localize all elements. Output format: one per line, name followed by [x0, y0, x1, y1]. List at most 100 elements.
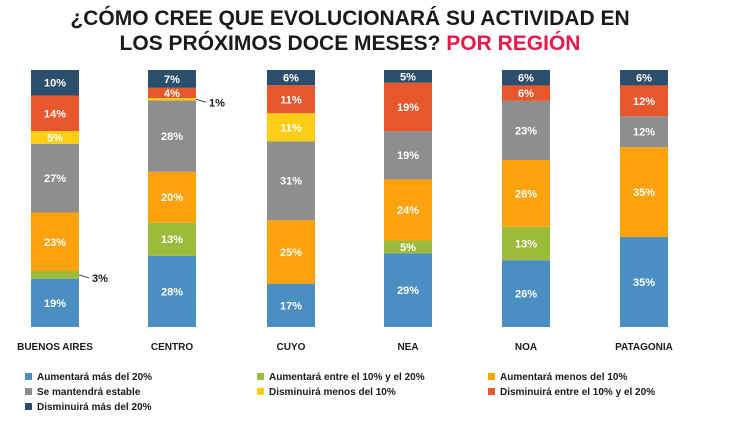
label-centro-disminuira-menos-del-10pct: 1%: [209, 97, 225, 109]
label-cuyo-se-mantendra-estable: 31%: [280, 176, 302, 188]
bar-patagonia-disminuira-mas-del-20pct: [620, 70, 668, 86]
bar-buenos-aires-aumentara-entre-el-10pct-y-el-20pct: [31, 271, 79, 279]
legend-item-disminuira-entre-el-10pct-y-el-20pct: Disminuirá entre el 10% y el 20%: [488, 387, 655, 399]
legend-label: Se mantendrá estable: [37, 387, 141, 398]
category-labels-group: BUENOS AIRES CENTRO CUYO NEA NOA PATAGONIA: [17, 342, 673, 353]
bar-centro-disminuira-mas-del-20pct: [148, 70, 196, 88]
bar-nea-aumentara-mas-del-20pct: [384, 253, 432, 327]
bar-noa-aumentara-mas-del-20pct: [502, 260, 550, 327]
legend-label: Aumentará menos del 10%: [500, 372, 628, 383]
category-label-patagonia: PATAGONIA: [615, 342, 673, 353]
label-centro-aumentara-entre-el-10pct-y-el-20pct: 13%: [161, 234, 183, 246]
bar-noa-aumentara-menos-del-10pct: [502, 159, 550, 227]
label-patagonia-disminuira-entre-el-10pct-y-el-20pct: 12%: [633, 96, 655, 108]
bar-centro-aumentara-mas-del-20pct: [148, 255, 196, 327]
label-patagonia-se-mantendra-estable: 12%: [633, 127, 655, 139]
label-centro-aumentara-menos-del-10pct: 20%: [161, 192, 183, 204]
label-centro-disminuira-entre-el-10pct-y-el-20pct: 4%: [164, 88, 180, 100]
label-cuyo-disminuira-menos-del-10pct: 11%: [280, 122, 302, 134]
bar-patagonia-aumentara-menos-del-10pct: [620, 147, 668, 238]
legend-swatch: [488, 372, 495, 380]
category-label-buenos-aires: BUENOS AIRES: [17, 342, 93, 353]
bar-cuyo-disminuira-entre-el-10pct-y-el-20pct: [267, 85, 315, 114]
legend-label: Disminuirá entre el 10% y el 20%: [500, 387, 656, 398]
category-label-nea: NEA: [397, 342, 418, 353]
bar-noa-disminuira-entre-el-10pct-y-el-20pct: [502, 85, 550, 101]
bar-buenos-aires-disminuira-entre-el-10pct-y-el-20pct: [31, 95, 79, 132]
label-centro-se-mantendra-estable: 28%: [161, 131, 183, 143]
label-cuyo-disminuira-entre-el-10pct-y-el-20pct: 11%: [280, 94, 302, 106]
label-centro-disminuira-mas-del-20pct: 7%: [164, 74, 180, 86]
bar-cuyo-disminuira-menos-del-10pct: [267, 113, 315, 142]
label-noa-disminuira-entre-el-10pct-y-el-20pct: 6%: [518, 88, 534, 100]
bar-patagonia-se-mantendra-estable: [620, 116, 668, 148]
legend-swatch: [25, 372, 32, 380]
legend-swatch: [25, 387, 32, 395]
label-nea-se-mantendra-estable: 19%: [397, 150, 419, 162]
label-patagonia-aumentara-mas-del-20pct: 35%: [633, 277, 655, 289]
bar-noa-disminuira-mas-del-20pct: [502, 70, 550, 86]
bar-buenos-aires-disminuira-mas-del-20pct: [31, 70, 79, 96]
label-buenos-aires-disminuira-menos-del-10pct: 5%: [47, 132, 63, 144]
bar-nea-aumentara-entre-el-10pct-y-el-20pct: [384, 240, 432, 254]
label-patagonia-disminuira-mas-del-20pct: 6%: [636, 73, 652, 85]
bar-patagonia-disminuira-entre-el-10pct-y-el-20pct: [620, 85, 668, 117]
legend-item-aumentara-entre-el-10pct-y-el-20pct: Aumentará entre el 10% y el 20%: [257, 372, 425, 384]
legend-swatch: [257, 387, 264, 395]
bar-buenos-aires-aumentara-mas-del-20pct: [31, 278, 79, 327]
label-buenos-aires-aumentara-mas-del-20pct: 19%: [44, 298, 66, 310]
bar-centro-disminuira-menos-del-10pct: [148, 97, 196, 101]
bar-cuyo-se-mantendra-estable: [267, 141, 315, 221]
label-noa-se-mantendra-estable: 23%: [515, 125, 537, 137]
label-nea-disminuira-mas-del-20pct: 5%: [400, 71, 416, 83]
bar-nea-disminuira-mas-del-20pct: [384, 70, 432, 83]
label-nea-aumentara-mas-del-20pct: 29%: [397, 285, 419, 297]
label-buenos-aires-se-mantendra-estable: 27%: [44, 173, 66, 185]
label-patagonia-aumentara-menos-del-10pct: 35%: [633, 187, 655, 199]
legend-label: Aumentará entre el 10% y el 20%: [269, 372, 425, 383]
label-noa-aumentara-entre-el-10pct-y-el-20pct: 13%: [515, 238, 537, 250]
label-buenos-aires-aumentara-menos-del-10pct: 23%: [44, 237, 66, 249]
bar-nea-disminuira-entre-el-10pct-y-el-20pct: [384, 82, 432, 132]
label-noa-aumentara-menos-del-10pct: 26%: [515, 188, 537, 200]
label-buenos-aires-aumentara-entre-el-10pct-y-el-20pct: 3%: [92, 273, 108, 285]
category-label-centro: CENTRO: [151, 342, 193, 353]
label-cuyo-aumentara-menos-del-10pct: 25%: [280, 247, 302, 259]
label-nea-disminuira-entre-el-10pct-y-el-20pct: 19%: [397, 102, 419, 114]
bar-noa-se-mantendra-estable: [502, 100, 550, 160]
label-buenos-aires-disminuira-entre-el-10pct-y-el-20pct: 14%: [44, 108, 66, 120]
chart-title: ¿CÓMO CREE QUE EVOLUCIONARÁ SU ACTIVIDAD…: [0, 6, 700, 56]
bar-centro-disminuira-entre-el-10pct-y-el-20pct: [148, 87, 196, 98]
bar-centro-se-mantendra-estable: [148, 100, 196, 172]
bar-cuyo-aumentara-menos-del-10pct: [267, 220, 315, 284]
title-line-2: LOS PRÓXIMOS DOCE MESES? POR REGIÓN: [0, 31, 700, 56]
bar-nea-se-mantendra-estable: [384, 131, 432, 180]
bar-noa-aumentara-entre-el-10pct-y-el-20pct: [502, 226, 550, 261]
label-centro-aumentara-mas-del-20pct: 28%: [161, 286, 183, 298]
bar-buenos-aires-aumentara-menos-del-10pct: [31, 212, 79, 272]
title-line-2-accent: POR REGIÓN: [446, 32, 581, 55]
category-label-cuyo: CUYO: [277, 342, 306, 353]
label-noa-aumentara-mas-del-20pct: 26%: [515, 289, 537, 301]
bar-buenos-aires-disminuira-menos-del-10pct: [31, 131, 79, 144]
bar-cuyo-aumentara-mas-del-20pct: [267, 283, 315, 327]
title-line-2-main: LOS PRÓXIMOS DOCE MESES?: [119, 32, 441, 55]
bar-centro-aumentara-menos-del-10pct: [148, 171, 196, 223]
legend-swatch: [25, 402, 32, 410]
legend-item-disminuira-menos-del-10pct: Disminuirá menos del 10%: [257, 387, 396, 399]
legend-swatch: [257, 372, 264, 380]
legend-label: Disminuirá más del 20%: [37, 402, 152, 413]
bar-buenos-aires-se-mantendra-estable: [31, 143, 79, 213]
bar-centro-aumentara-entre-el-10pct-y-el-20pct: [148, 222, 196, 256]
bars-group: [31, 70, 668, 327]
label-noa-disminuira-mas-del-20pct: 6%: [518, 73, 534, 85]
bar-cuyo-disminuira-mas-del-20pct: [267, 70, 315, 86]
category-label-noa: NOA: [515, 342, 537, 353]
segment-labels-group: 19% 3% 23% 27% 5% 14% 10% 28% 13% 20% 28% 1% 4% 7% 17%…: [44, 71, 655, 312]
legend-label: Disminuirá menos del 10%: [269, 387, 396, 398]
label-nea-aumentara-entre-el-10pct-y-el-20pct: 5%: [400, 242, 416, 254]
label-nea-aumentara-menos-del-10pct: 24%: [397, 205, 419, 217]
leader-line-centro-disminuira-menos-del-10pct: [195, 98, 207, 103]
label-cuyo-aumentara-mas-del-20pct: 17%: [280, 300, 302, 312]
